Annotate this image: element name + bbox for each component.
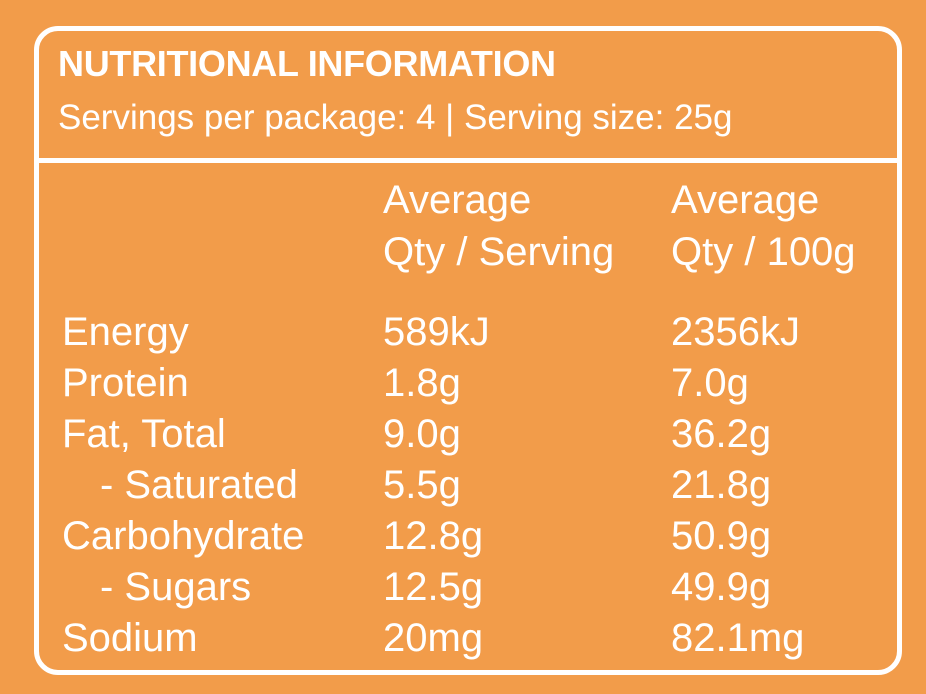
nutrient-name: Carbohydrate [62, 514, 305, 558]
per-100g-value: 36.2g [671, 412, 772, 456]
nutrient-name: - Saturated [100, 463, 298, 507]
nutrient-row-carbohydrate: Carbohydrate 12.8g 50.9g [0, 511, 926, 562]
nutrient-row-fat-total: Fat, Total 9.0g 36.2g [0, 409, 926, 460]
nutrient-name: Fat, Total [62, 412, 226, 456]
per-serving-value: 9.0g [383, 412, 461, 456]
per-serving-value: 5.5g [383, 463, 461, 507]
per-serving-value: 12.8g [383, 514, 484, 558]
per-100g-value: 2356kJ [671, 310, 800, 354]
column-header-per-100g: Average Qty / 100g [671, 174, 856, 278]
column-header-line: Qty / 100g [671, 230, 856, 274]
header-divider [34, 158, 902, 163]
per-serving-value: 20mg [383, 616, 484, 660]
column-header-line: Average [383, 178, 532, 222]
per-100g-value: 21.8g [671, 463, 772, 507]
panel-title: NUTRITIONAL INFORMATION [58, 43, 556, 84]
column-header-line: Qty / Serving [383, 230, 615, 274]
per-serving-value: 589kJ [383, 310, 490, 354]
column-header-per-serving: Average Qty / Serving [383, 174, 614, 278]
serving-info: Servings per package: 4 | Serving size: … [58, 98, 733, 137]
per-100g-value: 7.0g [671, 361, 749, 405]
column-header-line: Average [671, 178, 820, 222]
per-100g-value: 50.9g [671, 514, 772, 558]
nutrient-row-sugars: - Sugars 12.5g 49.9g [0, 562, 926, 613]
nutrient-name: Energy [62, 310, 189, 354]
per-serving-value: 12.5g [383, 565, 484, 609]
nutrient-row-energy: Energy 589kJ 2356kJ [0, 307, 926, 358]
nutrient-name: - Sugars [100, 565, 252, 609]
per-100g-value: 49.9g [671, 565, 772, 609]
nutrient-row-sodium: Sodium 20mg 82.1mg [0, 613, 926, 664]
per-serving-value: 1.8g [383, 361, 461, 405]
nutrient-row-protein: Protein 1.8g 7.0g [0, 358, 926, 409]
nutrient-name: Sodium [62, 616, 198, 660]
nutrient-row-saturated: - Saturated 5.5g 21.8g [0, 460, 926, 511]
nutrient-name: Protein [62, 361, 189, 405]
nutrition-panel [34, 26, 902, 675]
per-100g-value: 82.1mg [671, 616, 805, 660]
nutrient-table: Energy 589kJ 2356kJ Protein 1.8g 7.0g Fa… [0, 307, 926, 664]
